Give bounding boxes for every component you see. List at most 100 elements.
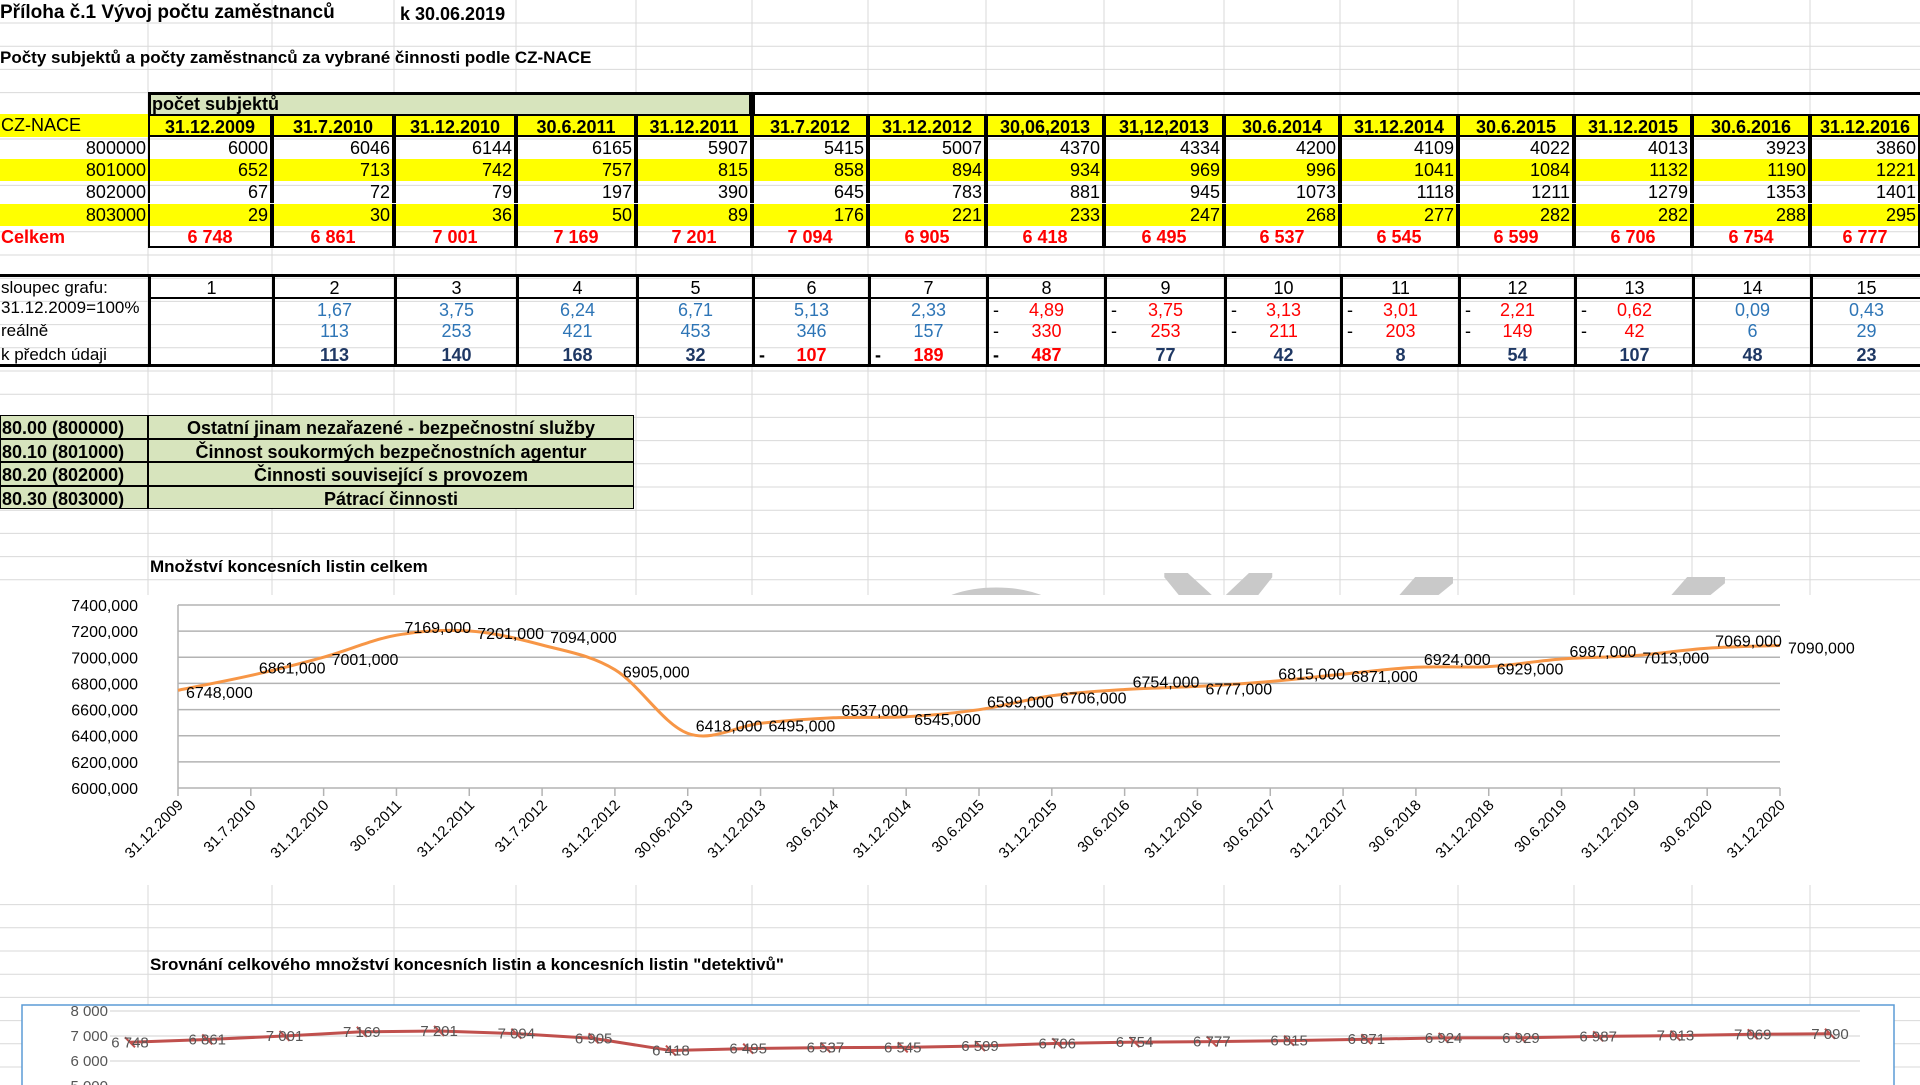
data-label: 6924,000 xyxy=(1424,652,1491,669)
table-cell: 30 xyxy=(272,203,394,226)
stats-cell: 6 xyxy=(752,274,868,298)
negative-sign: - xyxy=(1347,321,1353,342)
data-label: 7094,000 xyxy=(550,630,617,647)
data-label: 7 013 xyxy=(1657,1028,1695,1045)
date-header: 31.12.2014 xyxy=(1340,114,1458,137)
stats-cell: 4 xyxy=(516,274,636,298)
nace-code: 803000 xyxy=(0,203,148,226)
data-label: 6 777 xyxy=(1193,1034,1231,1051)
table-cell: 5007 xyxy=(868,136,986,159)
stats-cell: 9 xyxy=(1104,274,1224,298)
total-cell: 6 777 xyxy=(1810,225,1920,249)
date-header: 31.12.2012 xyxy=(868,114,986,137)
negative-sign: - xyxy=(1581,321,1587,342)
table-cell: 295 xyxy=(1810,203,1920,226)
stats-cell: 168 xyxy=(516,343,636,367)
y-tick-label: 7200,000 xyxy=(71,624,138,641)
y-tick-label: 6 000 xyxy=(70,1053,108,1070)
total-cell: 6 706 xyxy=(1574,225,1692,249)
data-marker xyxy=(356,1026,368,1038)
data-label: 6706,000 xyxy=(1060,691,1127,708)
data-label: 6 706 xyxy=(1038,1035,1076,1052)
total-cell: 6 905 xyxy=(868,225,986,249)
stats-cell: 3,13- xyxy=(1224,297,1340,321)
stats-cell: 253 xyxy=(394,320,516,344)
data-label: 6748,000 xyxy=(186,685,253,702)
data-label: 6754,000 xyxy=(1133,674,1200,691)
total-cell: 6 418 xyxy=(986,225,1104,249)
data-label: 6 861 xyxy=(188,1031,226,1048)
data-marker xyxy=(1051,1037,1063,1050)
data-label: 6 418 xyxy=(652,1043,690,1060)
table-subtitle: Počty subjektů a počty zaměstnanců za vy… xyxy=(0,48,592,67)
stats-cell: 15 xyxy=(1810,274,1920,298)
chart-licences-comparison[interactable]: 8 000 7 000 6 000 5 000 6 748 6 861 7 001 7 169… xyxy=(0,995,1920,1085)
stats-cell: 2,21- xyxy=(1458,297,1574,321)
data-label: 6495,000 xyxy=(769,718,836,735)
table-cell: 79 xyxy=(394,181,516,204)
total-cell: 6 495 xyxy=(1104,225,1224,249)
legend-code: 80.30 (803000) xyxy=(0,485,148,509)
legend-desc: Ostatní jinam nezařazené - bezpečnostní … xyxy=(148,415,634,439)
table-cell: 3923 xyxy=(1692,136,1810,159)
date-header: 31,12,2013 xyxy=(1104,114,1224,137)
table-cell: 282 xyxy=(1458,203,1574,226)
stats-cell: 157 xyxy=(868,320,986,344)
table-cell: 197 xyxy=(516,181,636,204)
table-cell: 1190 xyxy=(1692,158,1810,182)
data-label: 6 987 xyxy=(1579,1028,1617,1045)
stats-cell: 3,75 xyxy=(394,297,516,321)
data-label: 6815,000 xyxy=(1278,666,1345,683)
table-cell: 652 xyxy=(148,158,272,182)
y-tick-label: 6400,000 xyxy=(71,729,138,746)
data-label: 6545,000 xyxy=(914,712,981,729)
negative-sign: - xyxy=(993,321,999,342)
stats-cell: 421 xyxy=(516,320,636,344)
negative-sign: - xyxy=(1581,300,1587,321)
date-header: 30.6.2014 xyxy=(1224,114,1340,137)
data-label: 7 001 xyxy=(266,1028,304,1045)
stats-cell: 3,75- xyxy=(1104,297,1224,321)
stats-cell: 7 xyxy=(868,274,986,298)
data-label: 7069,000 xyxy=(1715,633,1782,650)
table-cell: 945 xyxy=(1104,181,1224,204)
table-cell: 1073 xyxy=(1224,181,1340,204)
table-cell: 233 xyxy=(986,203,1104,226)
data-marker xyxy=(897,1041,909,1054)
table-cell: 288 xyxy=(1692,203,1810,226)
chart-licences-total[interactable]: 7400,000 7200,000 7000,000 6800,000 6600,000… xyxy=(0,590,1920,890)
data-label: 6537,000 xyxy=(841,703,908,720)
table-cell: 390 xyxy=(636,181,752,204)
stats-cell: 12 xyxy=(1458,274,1574,298)
data-label: 6 815 xyxy=(1270,1033,1308,1050)
data-label: 6 871 xyxy=(1348,1031,1386,1048)
date-header: 31.7.2010 xyxy=(272,114,394,137)
negative-sign: - xyxy=(1231,321,1237,342)
stats-cell: 0,62- xyxy=(1574,297,1692,321)
stats-cell xyxy=(148,320,272,344)
data-marker xyxy=(665,1044,677,1057)
table-cell: 50 xyxy=(516,203,636,226)
stats-cell: 0,09 xyxy=(1692,297,1810,321)
total-cell: 6 599 xyxy=(1458,225,1574,249)
stats-label: k předch údaji xyxy=(0,344,148,367)
table-cell: 29 xyxy=(148,203,272,226)
stats-cell: 203- xyxy=(1340,320,1458,344)
total-cell: 6 748 xyxy=(148,225,272,249)
data-marker xyxy=(742,1042,754,1055)
legend-desc: Pátrací činnosti xyxy=(148,485,634,509)
data-label: 7090,000 xyxy=(1788,641,1855,658)
chart-area xyxy=(0,595,1920,885)
data-label: 7 090 xyxy=(1811,1026,1849,1043)
total-cell: 6 545 xyxy=(1340,225,1458,249)
data-marker xyxy=(1437,1032,1450,1044)
data-label: 6 545 xyxy=(884,1039,922,1056)
stats-cell: 29 xyxy=(1810,320,1920,344)
total-label: Celkem xyxy=(1,226,66,247)
stats-cell: 42 xyxy=(1224,343,1340,367)
stats-cell: 42- xyxy=(1574,320,1692,344)
negative-sign: - xyxy=(993,300,999,321)
stats-cell: 6 xyxy=(1692,320,1810,344)
negative-sign: - xyxy=(993,344,999,365)
